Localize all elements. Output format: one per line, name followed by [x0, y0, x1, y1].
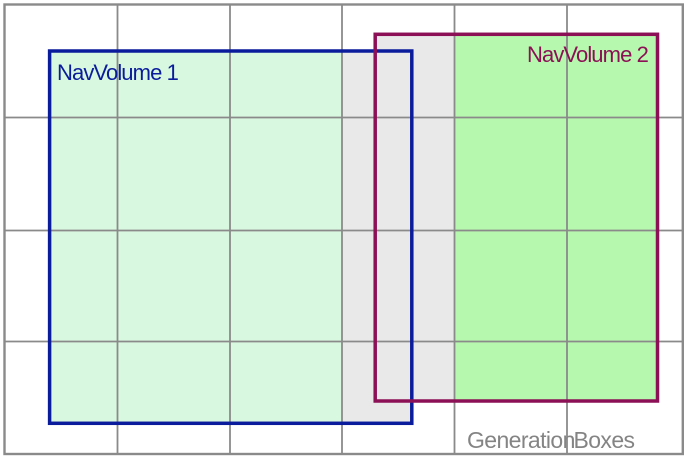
navvolume2-fill — [455, 35, 656, 400]
navvolume2-border — [373, 32, 660, 403]
boxes-caption-label: Boxes — [574, 427, 635, 453]
overlap-column-fill-navvolume2 — [375, 34, 455, 401]
generation-boxes-grid — [3, 3, 684, 456]
navvolume1-label: NavVolume 1 — [57, 60, 179, 85]
grid-outer-border — [3, 3, 684, 456]
generation-caption-label: Generation — [467, 427, 575, 453]
navvolume2-label: NavVolume 2 — [527, 42, 649, 67]
navvolume1-border — [47, 49, 414, 426]
